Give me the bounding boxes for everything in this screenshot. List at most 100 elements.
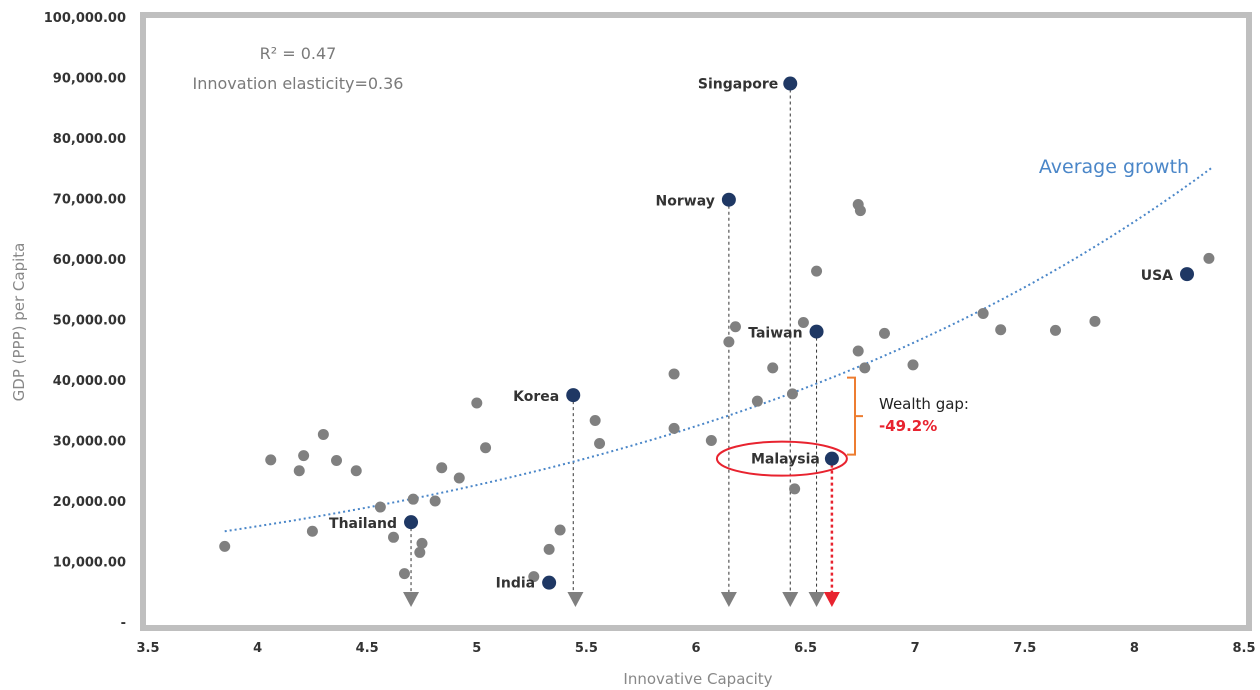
data-point <box>317 428 329 440</box>
data-point <box>668 422 680 434</box>
y-tick-label: 80,000.00 <box>53 132 126 147</box>
highlighted-point <box>809 324 824 339</box>
data-point <box>265 454 277 466</box>
x-tick-label: 5.5 <box>575 641 598 656</box>
data-point <box>331 454 343 466</box>
x-axis-title: Innovative Capacity <box>623 670 772 688</box>
data-point <box>293 465 305 477</box>
data-point <box>797 317 809 329</box>
data-point <box>995 324 1007 336</box>
highlighted-points: Singapore Norway USA Taiwan Korea Malaysia Tha… <box>329 76 1195 592</box>
country-label: Malaysia <box>751 452 820 468</box>
country-label: Singapore <box>698 77 778 93</box>
data-point <box>751 395 763 407</box>
data-point <box>407 493 419 505</box>
data-point <box>528 571 540 583</box>
plot-frame <box>140 12 1252 631</box>
x-tick-label: 3.5 <box>136 641 159 656</box>
y-tick-label: 20,000.00 <box>53 495 126 510</box>
trendline-label: Average growth <box>1039 156 1189 178</box>
data-point <box>298 450 310 462</box>
other-points <box>219 199 1215 583</box>
data-point <box>471 397 483 409</box>
drop-lines <box>410 83 834 592</box>
country-label: Thailand <box>329 516 397 532</box>
data-point <box>480 442 492 454</box>
drop-arrows <box>403 592 840 607</box>
data-point <box>852 345 864 357</box>
y-tick-label: 10,000.00 <box>53 556 126 571</box>
data-point <box>786 388 798 400</box>
data-point <box>767 362 779 374</box>
highlighted-point <box>1180 267 1195 282</box>
data-point <box>350 465 362 477</box>
data-point <box>977 307 989 319</box>
data-point <box>1203 252 1215 264</box>
data-point <box>388 531 400 543</box>
data-point <box>1049 324 1061 336</box>
data-point <box>723 336 735 348</box>
drop-arrow <box>782 592 799 607</box>
drop-arrow <box>808 592 825 607</box>
country-label: Korea <box>513 389 559 405</box>
data-point <box>729 321 741 333</box>
drop-arrow <box>720 592 737 607</box>
drop-arrow <box>567 592 584 607</box>
drop-arrow <box>403 592 420 607</box>
elasticity-label: Innovation elasticity=0.36 <box>193 74 404 93</box>
data-point <box>907 359 919 371</box>
data-point <box>705 435 717 446</box>
highlighted-point <box>824 451 839 466</box>
y-tick-label: 30,000.00 <box>53 435 126 450</box>
data-point <box>811 265 823 277</box>
data-point <box>789 483 801 495</box>
highlighted-point <box>721 192 736 207</box>
y-axis-ticks: - 10,000.00 20,000.00 30,000.00 40,000.00 50,… <box>44 11 126 631</box>
data-point <box>668 368 680 380</box>
data-point <box>543 543 555 555</box>
x-tick-label: 6 <box>691 641 700 656</box>
y-tick-label: 70,000.00 <box>53 193 126 208</box>
highlighted-point <box>783 76 798 91</box>
data-point <box>416 537 428 549</box>
data-point <box>854 205 866 217</box>
x-tick-label: 7 <box>911 641 920 656</box>
data-point <box>306 525 318 537</box>
trendline <box>224 167 1212 533</box>
wealth-gap-label: Wealth gap: <box>879 395 969 413</box>
data-point <box>859 362 871 374</box>
country-label: India <box>496 576 535 592</box>
x-tick-label: 8 <box>1130 641 1139 656</box>
y-tick-label: - <box>121 616 126 631</box>
wealth-gap-value: -49.2% <box>879 417 937 435</box>
data-point <box>879 327 891 339</box>
data-point <box>589 415 601 427</box>
x-tick-label: 4 <box>253 641 262 656</box>
y-tick-label: 40,000.00 <box>53 374 126 389</box>
data-point <box>374 501 386 513</box>
highlighted-point <box>542 575 557 590</box>
data-point <box>414 546 426 558</box>
country-label: Taiwan <box>748 326 802 342</box>
data-point <box>219 540 231 552</box>
data-point <box>398 568 410 580</box>
x-tick-label: 4.5 <box>356 641 379 656</box>
x-tick-label: 7.5 <box>1013 641 1036 656</box>
x-tick-label: 6.5 <box>794 641 817 656</box>
y-tick-label: 50,000.00 <box>53 314 126 329</box>
y-tick-label: 90,000.00 <box>53 72 126 87</box>
x-tick-label: 8.5 <box>1232 641 1255 656</box>
x-tick-label: 5 <box>472 641 481 656</box>
malaysia-highlight-ellipse <box>715 440 848 477</box>
data-point <box>554 524 566 536</box>
country-label: Norway <box>656 194 715 210</box>
data-point <box>1089 315 1101 327</box>
data-point <box>429 495 441 507</box>
y-tick-label: 100,000.00 <box>44 11 126 26</box>
country-label: USA <box>1141 268 1173 284</box>
highlighted-point <box>566 388 581 403</box>
wealth-gap-bracket <box>847 376 863 456</box>
x-axis-ticks: 3.5 4 4.5 5 5.5 6 6.5 7 7.5 8 8.5 <box>136 641 1255 656</box>
r-squared-label: R² = 0.47 <box>260 44 337 63</box>
